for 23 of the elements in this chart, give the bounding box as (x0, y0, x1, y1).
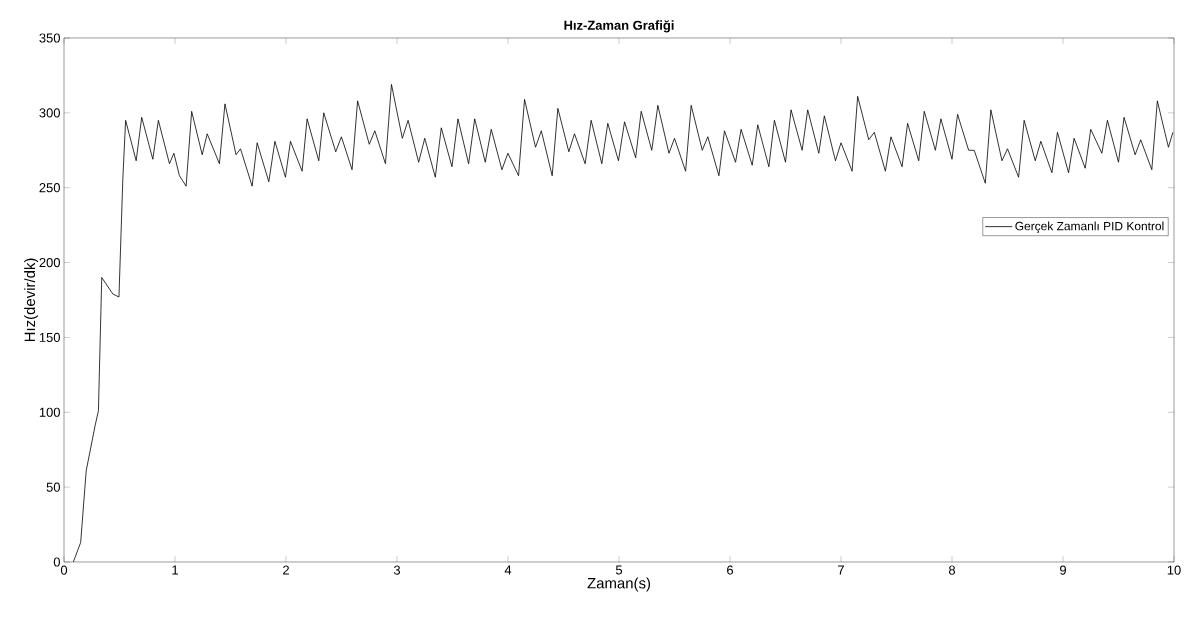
y-tick-label: 100 (39, 407, 60, 417)
y-tick-label: 300 (39, 108, 60, 118)
x-tick-label: 10 (1167, 565, 1181, 575)
chart-title: Hız-Zaman Grafiği (564, 20, 674, 33)
x-tick-label: 6 (727, 565, 734, 575)
y-axis-title: Hız(devir/dk) (24, 258, 39, 342)
x-tick-label: 7 (838, 565, 844, 575)
x-tick-label: 4 (504, 565, 512, 575)
x-tick-label: 1 (172, 565, 178, 575)
y-tick-label: 250 (39, 183, 60, 193)
y-tick-label: 200 (39, 257, 60, 268)
x-axis-title: Zaman(s) (587, 577, 651, 592)
legend-label: Gerçek Zamanlı PID Kontrol (1015, 221, 1164, 233)
x-tick-label: 9 (1060, 565, 1066, 575)
y-tick-label: 350 (39, 33, 60, 43)
x-tick-label: 0 (60, 565, 68, 575)
y-tick-label: 0 (53, 557, 60, 567)
x-tick-label: 8 (948, 565, 956, 575)
y-tick-label: 50 (46, 482, 60, 492)
x-tick-label: 3 (393, 565, 401, 575)
y-tick-label: 150 (39, 332, 60, 342)
x-tick-label: 5 (615, 565, 623, 575)
x-tick-label: 2 (283, 565, 289, 575)
